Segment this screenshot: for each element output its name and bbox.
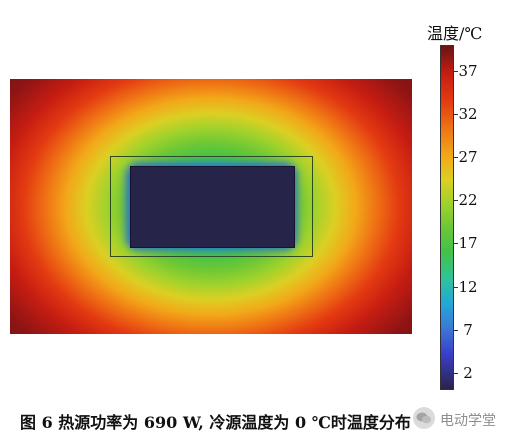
colorbar-tick-label: 12 [458,278,478,296]
colorbar-tick-label: 2 [463,364,473,382]
colorbar-tick [454,373,458,374]
cold-source-block [130,166,295,248]
figure-caption: 图 6 热源功率为 690 W, 冷源温度为 0 ℃时温度分布 [20,413,411,432]
domain-boundary-frame [110,156,313,257]
colorbar-tick [454,114,458,115]
wechat-icon [413,407,435,429]
colorbar [440,45,454,390]
watermark-text: 电动学堂 [440,413,496,429]
colorbar-title: 温度/℃ [427,24,483,43]
colorbar-tick-label: 7 [463,321,473,339]
temperature-field-plot [10,79,412,334]
colorbar-tick-label: 17 [458,234,478,252]
colorbar-tick [454,330,458,331]
colorbar-tick-label: 27 [458,148,478,166]
colorbar-tick [454,200,458,201]
colorbar-tick [454,243,458,244]
colorbar-tick-label: 37 [458,62,478,80]
colorbar-tick [454,71,458,72]
colorbar-tick [454,157,458,158]
colorbar-tick-label: 22 [458,191,478,209]
caption-row: 图 6 热源功率为 690 W, 冷源温度为 0 ℃时温度分布 电动学堂 [0,407,521,433]
colorbar-tick [454,287,458,288]
colorbar-tick-label: 32 [458,105,478,123]
